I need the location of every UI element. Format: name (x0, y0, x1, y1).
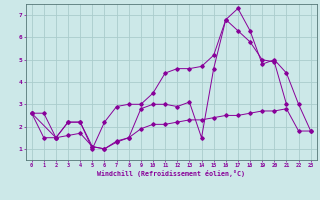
X-axis label: Windchill (Refroidissement éolien,°C): Windchill (Refroidissement éolien,°C) (97, 170, 245, 177)
